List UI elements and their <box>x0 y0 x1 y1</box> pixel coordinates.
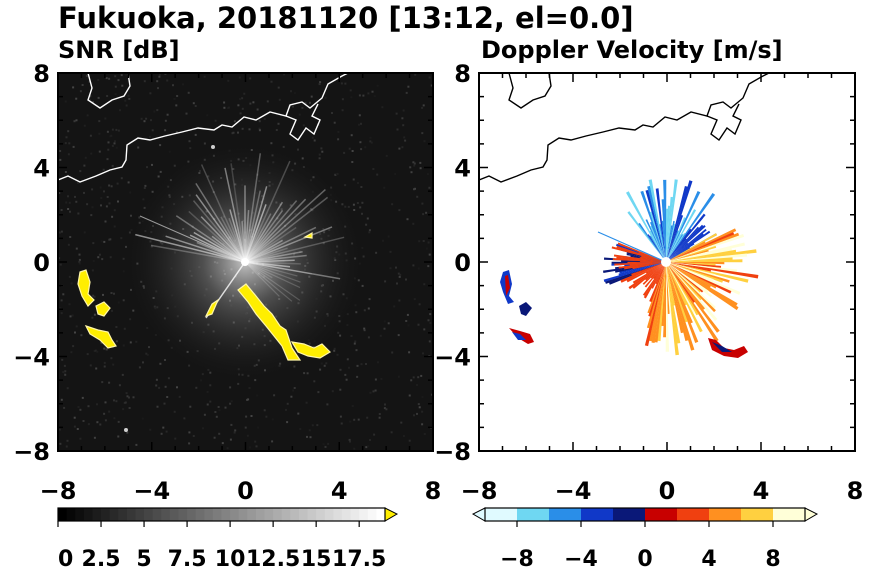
doppler-colorbar-tick-label: 0 <box>637 547 652 570</box>
snr-port-outline <box>285 103 321 142</box>
figure-title: Fukuoka, 20181120 [13:12, el=0.0] <box>58 1 634 35</box>
snr-radar-rays <box>135 153 345 319</box>
doppler-colorbar-over-arrow <box>804 507 819 522</box>
snr-colorbar-tick-label: 5 <box>136 547 151 570</box>
snr-colorbar-tick-label: 0 <box>58 547 73 570</box>
snr-x-tick-label: 8 <box>425 477 442 505</box>
dop-y-tick-label: −4 <box>434 344 471 372</box>
doppler-edge-echoes <box>500 270 748 358</box>
snr-panel-title: SNR [dB] <box>58 36 180 64</box>
doppler-island-outline <box>508 73 552 109</box>
dop-x-tick-label: −8 <box>461 477 498 505</box>
snr-panel: SNR [dB] −8 −4 0 4 8 8 4 0 −4 −8 <box>13 36 441 505</box>
snr-y-tick-label: −4 <box>13 344 50 372</box>
doppler-y-axis: 8 4 0 −4 −8 <box>434 60 855 466</box>
dop-x-tick-label: 0 <box>659 477 676 505</box>
snr-colorbar-tick-label: 15 <box>301 547 332 570</box>
snr-colorbar-cells <box>58 508 386 521</box>
doppler-velocity-sectors <box>597 179 759 356</box>
snr-x-tick-label: −8 <box>40 477 77 505</box>
dop-y-tick-label: 0 <box>454 249 471 277</box>
snr-x-tick-label: −4 <box>133 477 170 505</box>
doppler-colorbar-ticks: −8 −4 0 4 8 <box>500 521 781 570</box>
snr-coastline <box>58 73 349 183</box>
snr-colorbar-tick-label: 10 <box>215 547 246 570</box>
dop-x-tick-label: 4 <box>753 477 770 505</box>
dop-y-tick-label: 8 <box>454 60 471 88</box>
snr-colorbar-tick-label: 7.5 <box>168 547 207 570</box>
snr-y-tick-label: −8 <box>13 438 50 466</box>
doppler-colorbar-under-arrow <box>471 507 486 522</box>
doppler-radar-site <box>661 257 671 267</box>
doppler-colorbar-tick-label: −4 <box>564 547 598 570</box>
doppler-colorbar-tick-label: 4 <box>701 547 716 570</box>
snr-colorbar-tick-label: 2.5 <box>82 547 121 570</box>
doppler-x-axis: −8 −4 0 4 8 <box>461 73 864 505</box>
snr-colorbar-tick-label: 12.5 <box>246 547 300 570</box>
doppler-panel: Doppler Velocity [m/s] −8 −4 0 4 8 8 4 0 −4 −8 <box>434 36 863 505</box>
dop-y-tick-label: −8 <box>434 438 471 466</box>
snr-colorbar-frame <box>57 507 386 522</box>
snr-x-tick-label: 0 <box>237 477 254 505</box>
snr-y-axis: 8 4 0 −4 −8 <box>13 60 433 466</box>
snr-y-tick-label: 8 <box>33 60 50 88</box>
snr-colorbar-tick-label: 17.5 <box>332 547 386 570</box>
snr-colorbar-ticks: 0 2.5 5 7.5 10 12.5 15 17.5 <box>57 521 386 570</box>
doppler-coastline <box>479 73 770 183</box>
snr-colorbar-over-arrow <box>384 507 399 522</box>
snr-colorbar: 0 2.5 5 7.5 10 12.5 15 17.5 <box>57 507 399 570</box>
snr-y-tick-label: 0 <box>33 249 50 277</box>
snr-echoes <box>77 231 331 361</box>
doppler-colorbar-tick-label: −8 <box>500 547 534 570</box>
dop-x-tick-label: −4 <box>555 477 592 505</box>
snr-x-tick-label: 4 <box>331 477 348 505</box>
snr-x-axis: −8 −4 0 4 8 <box>40 73 442 505</box>
doppler-port-outline <box>706 103 742 142</box>
doppler-colorbar-tick-label: 8 <box>765 547 780 570</box>
dop-y-tick-label: 4 <box>454 155 471 183</box>
snr-y-tick-label: 4 <box>33 155 50 183</box>
snr-island-outline <box>87 73 131 109</box>
dop-x-tick-label: 8 <box>847 477 864 505</box>
doppler-panel-title: Doppler Velocity [m/s] <box>481 36 783 64</box>
doppler-colorbar-cells <box>485 508 806 521</box>
doppler-colorbar: −8 −4 0 4 8 <box>471 507 819 570</box>
